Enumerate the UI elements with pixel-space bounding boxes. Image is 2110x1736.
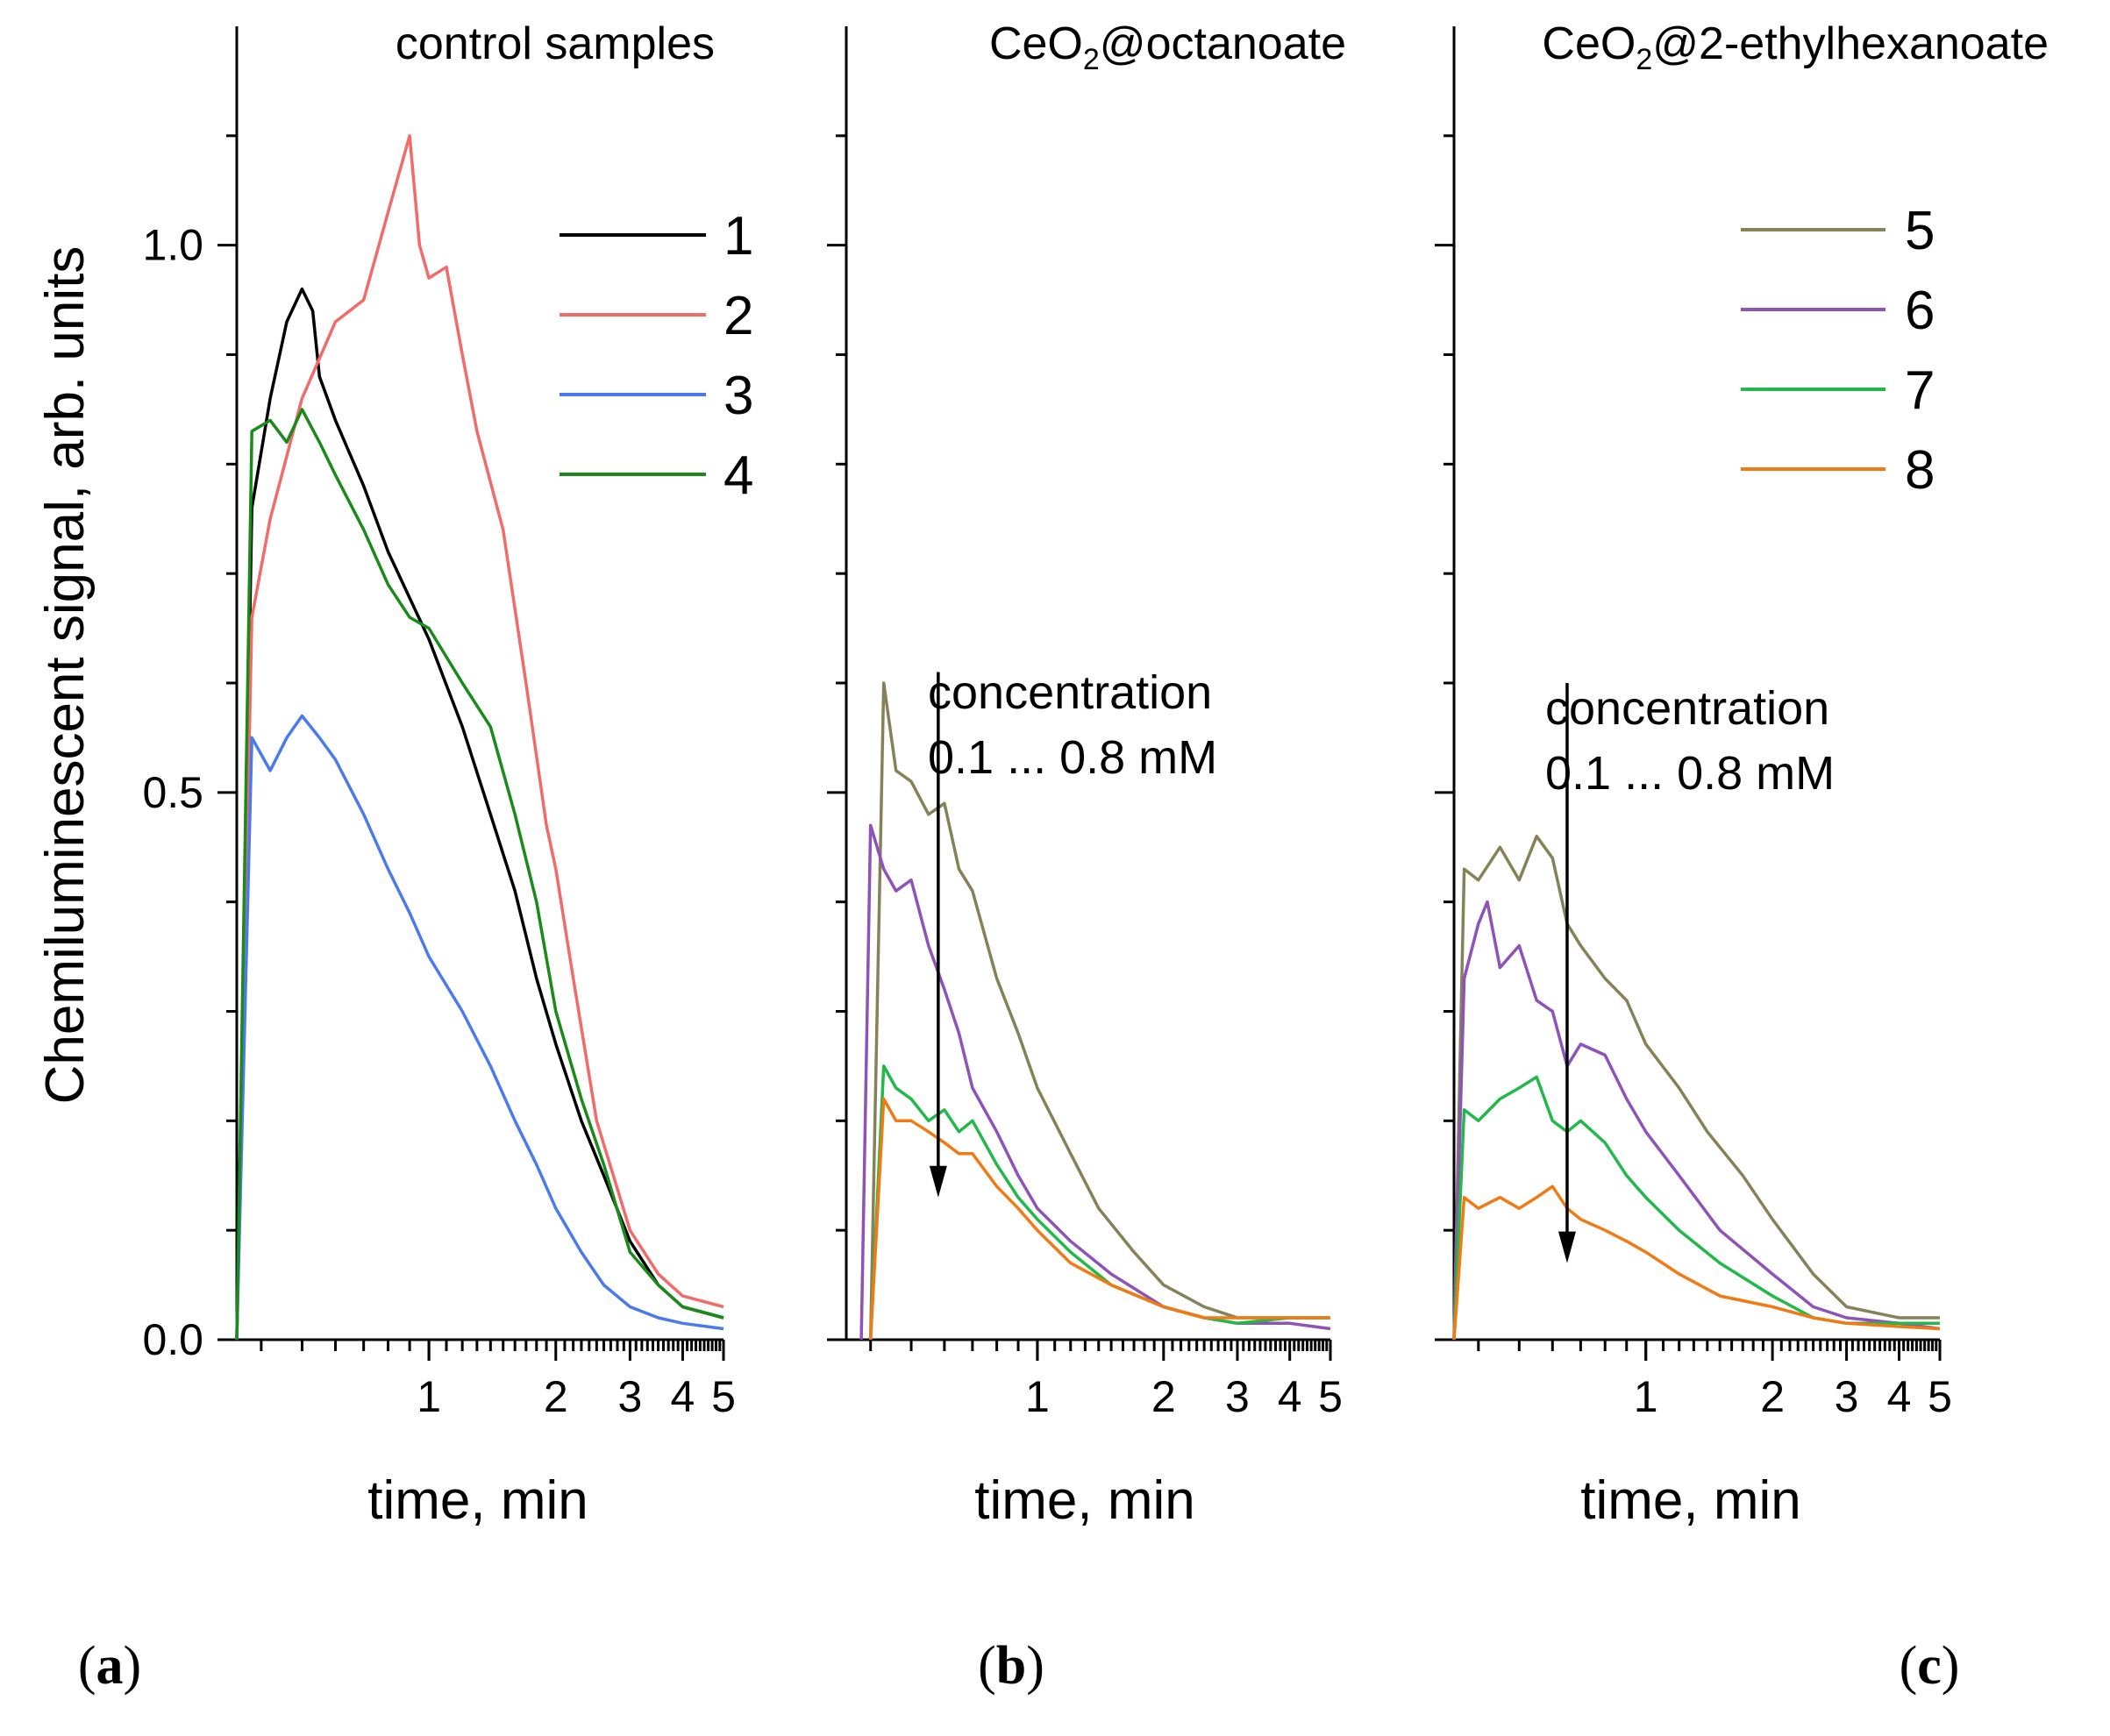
panel-c-series-5-line (1452, 835, 1940, 1341)
panel-a-title: control samples (396, 18, 715, 69)
panel-b-series-5-line (868, 681, 1330, 1341)
panel-b: CeO2@octanoate time, min concentration 0… (827, 18, 1346, 1696)
panel-c-legend-label-5: 5 (1905, 201, 1935, 261)
panel-c-legend-label-7: 7 (1905, 360, 1935, 421)
panel-a-legend-label-1: 1 (724, 206, 753, 267)
panel-b-annotation-line1: concentration (928, 666, 1212, 719)
panel-c-title: CeO2@2-ethylhexanoate (1542, 18, 2049, 76)
y-axis-title: Chemiluminescent signal, arb. units (35, 246, 96, 1105)
panel-b-x-axis-title: time, min (974, 1470, 1194, 1531)
panel-a-x-tick-label: 2 (544, 1372, 568, 1421)
panel-c-x-tick-label: 5 (1928, 1372, 1952, 1421)
panel-a-y-tick-label: 0.0 (142, 1315, 203, 1364)
panel-b-x-tick-label: 3 (1225, 1372, 1250, 1421)
panel-c-label: (c) (1900, 1636, 1960, 1696)
panel-b-series-8-line (868, 1097, 1330, 1341)
panel-c-legend-label-6: 6 (1905, 281, 1935, 341)
panel-c-x-tick-label: 4 (1887, 1372, 1912, 1421)
panel-b-x-tick-label: 4 (1278, 1372, 1302, 1421)
panel-c-annotation-line1: concentration (1545, 682, 1829, 735)
panel-b-x-tick-label: 5 (1318, 1372, 1343, 1421)
panel-b-annotation-arrow-head (929, 1165, 947, 1198)
panel-a-x-tick-label: 3 (617, 1372, 642, 1421)
panel-c-series-8-line (1452, 1185, 1941, 1341)
panel-c-annotation-arrow-head (1558, 1231, 1576, 1263)
panel-c-x-axis-title: time, min (1580, 1470, 1800, 1531)
panel-a-label: (a) (78, 1636, 141, 1696)
panel-b-title: CeO2@octanoate (989, 18, 1346, 76)
panel-b-annotation-line2: 0.1 ... 0.8 mM (928, 731, 1217, 784)
panel-a: control samples time, min (a) 0.0 0.5 1.0 1… (78, 18, 754, 1696)
panel-a-y-tick-label: 0.5 (142, 768, 203, 817)
panel-a-legend-label-4: 4 (724, 445, 753, 506)
panel-c-x-tick-label: 2 (1760, 1372, 1785, 1421)
panel-c: CeO2@2-ethylhexanoate time, min concentr… (1435, 18, 2049, 1696)
panel-a-series-2-line (235, 134, 724, 1341)
panel-c-annotation-line2: 0.1 ... 0.8 mM (1545, 747, 1835, 800)
panel-a-x-axis-title: time, min (367, 1470, 588, 1531)
panel-a-y-tick-label: 1.0 (142, 221, 203, 270)
panel-b-x-tick-label: 2 (1151, 1372, 1176, 1421)
panel-a-x-tick-label: 4 (671, 1372, 695, 1421)
panel-c-series-6-line (1452, 900, 1941, 1341)
panel-b-x-tick-label: 1 (1025, 1372, 1050, 1421)
panel-c-legend-label-8: 8 (1905, 440, 1935, 501)
panel-a-x-tick-label: 5 (711, 1372, 736, 1421)
panel-a-x-tick-label: 1 (417, 1372, 441, 1421)
panel-c-x-tick-label: 3 (1835, 1372, 1859, 1421)
panel-a-legend-label-2: 2 (724, 286, 753, 346)
panel-c-x-tick-label: 1 (1634, 1372, 1658, 1421)
panel-a-series-3-line (235, 714, 724, 1341)
panel-a-series-4-line (235, 408, 724, 1341)
panel-a-legend-label-3: 3 (724, 366, 753, 426)
panel-b-label: (b) (978, 1636, 1044, 1696)
